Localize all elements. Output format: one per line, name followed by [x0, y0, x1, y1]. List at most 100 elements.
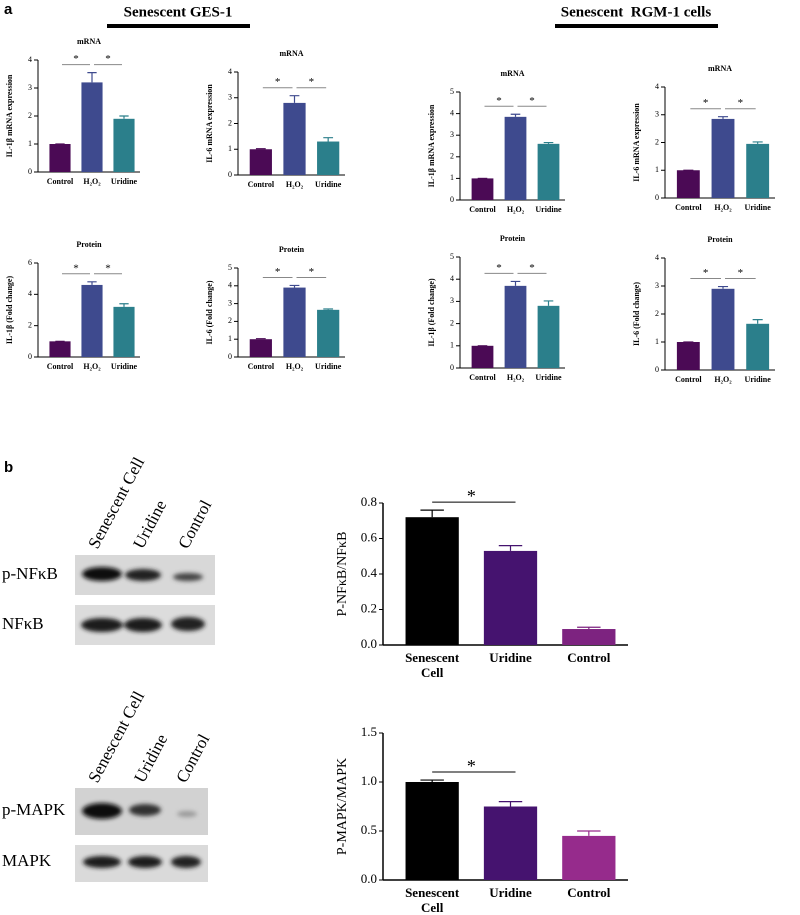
error-bar — [752, 141, 763, 144]
x-tick-label: H₂O₂ — [83, 362, 101, 371]
bar — [249, 339, 272, 357]
x-tick-label: Uridine — [111, 177, 138, 186]
x-tick-label: Uridine — [315, 362, 342, 371]
y-tick-label: 3 — [655, 281, 659, 290]
bar — [317, 309, 340, 357]
lane-label: Uridine — [129, 497, 170, 552]
y-tick-label: 3 — [450, 130, 454, 139]
chart-title: mRNA — [708, 64, 732, 73]
y-tick-label: 5 — [450, 87, 454, 96]
bar — [676, 342, 700, 370]
y-axis-label: P-MAPK/MAPK — [335, 758, 350, 855]
y-axis-label: IL-6 (Fold change) — [632, 282, 641, 346]
y-tick-label: 1 — [655, 337, 659, 346]
x-tick-label: Control — [567, 650, 610, 665]
y-tick-label: 0 — [450, 195, 454, 204]
significance-star: * — [309, 266, 315, 278]
lane-label: Control — [174, 497, 215, 552]
x-tick-label: Control — [675, 203, 702, 212]
y-tick-label: 0 — [228, 352, 232, 361]
y-axis-label: IL-1β (Fold change) — [427, 278, 436, 347]
significance-star: * — [105, 262, 111, 274]
y-tick-label: 4 — [228, 281, 232, 290]
bar-chart: Protein IL-6 (Fold change) 0 1 2 3 4 Control H₂O… — [632, 235, 775, 384]
bar — [49, 341, 71, 357]
y-tick-label: 2 — [450, 152, 454, 161]
row-label: p-MAPK — [2, 800, 66, 819]
bar — [81, 284, 103, 357]
bar — [113, 118, 135, 172]
chart-title: mRNA — [501, 69, 525, 78]
bar — [562, 835, 616, 880]
x-tick-label: Uridine — [315, 180, 342, 189]
y-tick-label: 4 — [28, 55, 32, 64]
error-bar — [752, 319, 763, 324]
chart-title: Protein — [500, 234, 526, 243]
section-heading: Senescent RGM-1 cells — [561, 4, 712, 20]
x-tick-label: H₂O₂ — [286, 362, 304, 371]
panel-label: b — [4, 459, 13, 476]
bar — [504, 116, 527, 200]
chart-title: Protein — [76, 240, 102, 249]
y-tick-label: 2 — [450, 318, 454, 327]
significance-star: * — [738, 267, 744, 279]
significance-star: * — [496, 262, 502, 274]
y-tick-label: 4 — [28, 289, 32, 298]
y-tick-label: 0.0 — [361, 636, 377, 651]
bar — [711, 288, 735, 370]
bar-chart: mRNA IL-1β mRNA expression 0 1 2 3 4 5 Control H₂… — [427, 69, 565, 214]
bar — [746, 143, 770, 198]
bar-chart: Protein IL-1β (Fold change) 0 1 2 3 4 5 Control H… — [427, 234, 565, 382]
error-bar — [289, 284, 300, 288]
bar-chart: Protein IL-1β (Fold change) 0 2 4 6 Control H₂O… — [5, 240, 140, 371]
y-tick-label: 0 — [228, 170, 232, 179]
y-tick-label: 4 — [228, 67, 232, 76]
y-tick-label: 3 — [228, 298, 232, 307]
bar-chart: Protein IL-6 (Fold change) 0 1 2 3 4 5 Control H₂… — [205, 245, 345, 371]
error-bar — [323, 308, 334, 310]
x-tick-label: Control — [567, 885, 610, 900]
x-tick-label: H₂O₂ — [714, 203, 732, 212]
error-bar — [543, 141, 554, 144]
bar — [405, 782, 459, 880]
y-tick-label: 3 — [228, 93, 232, 102]
x-tick-label: Uridine — [535, 205, 562, 214]
bar — [49, 144, 71, 172]
x-tick-label: Senescent Cell — [405, 650, 460, 680]
error-bar — [498, 545, 523, 551]
heading-bar — [107, 24, 250, 28]
x-tick-label: H₂O₂ — [507, 205, 525, 214]
y-axis-label: IL-6 mRNA expression — [205, 84, 214, 163]
error-bar — [717, 116, 729, 119]
y-axis-label: IL-1β (Fold change) — [5, 276, 14, 345]
chart-title: mRNA — [77, 37, 101, 46]
y-tick-label: 2 — [28, 111, 32, 120]
bar-chart: P-NFκB/NFκB 0.0 0.2 0.4 0.6 0.8 Senescent Cell U… — [335, 486, 628, 680]
y-tick-label: 1 — [450, 341, 454, 350]
bar — [483, 550, 538, 645]
bar-chart: P-MAPK/MAPK 0.0 0.5 1.0 1.5 Senescent Cell Urid… — [335, 724, 628, 915]
significance-star: * — [496, 95, 502, 107]
error-bar — [87, 72, 97, 83]
y-tick-label: 0 — [28, 167, 32, 176]
y-tick-label: 0.6 — [361, 529, 378, 544]
bar-chart: mRNA IL-1β mRNA expression 0 1 2 3 4 Control H₂O… — [5, 37, 140, 186]
y-tick-label: 5 — [228, 263, 232, 272]
bar — [504, 285, 527, 368]
row-label: p-NFκB — [2, 564, 58, 583]
error-bar — [119, 303, 129, 307]
error-bar — [577, 626, 601, 630]
y-tick-label: 4 — [655, 253, 659, 262]
error-bar — [577, 830, 601, 836]
y-tick-label: 0.5 — [361, 822, 377, 837]
x-tick-label: Uridine — [111, 362, 138, 371]
significance-star: * — [529, 95, 535, 107]
y-tick-label: 4 — [450, 108, 454, 117]
y-tick-label: 2 — [28, 320, 32, 329]
panel-label: a — [4, 1, 13, 18]
y-axis-label: IL-1β mRNA expression — [427, 104, 436, 187]
significance-star: * — [73, 262, 79, 274]
lane-label: Uridine — [130, 731, 171, 786]
y-tick-label: 1 — [28, 139, 32, 148]
x-tick-label: H₂O₂ — [83, 177, 101, 186]
